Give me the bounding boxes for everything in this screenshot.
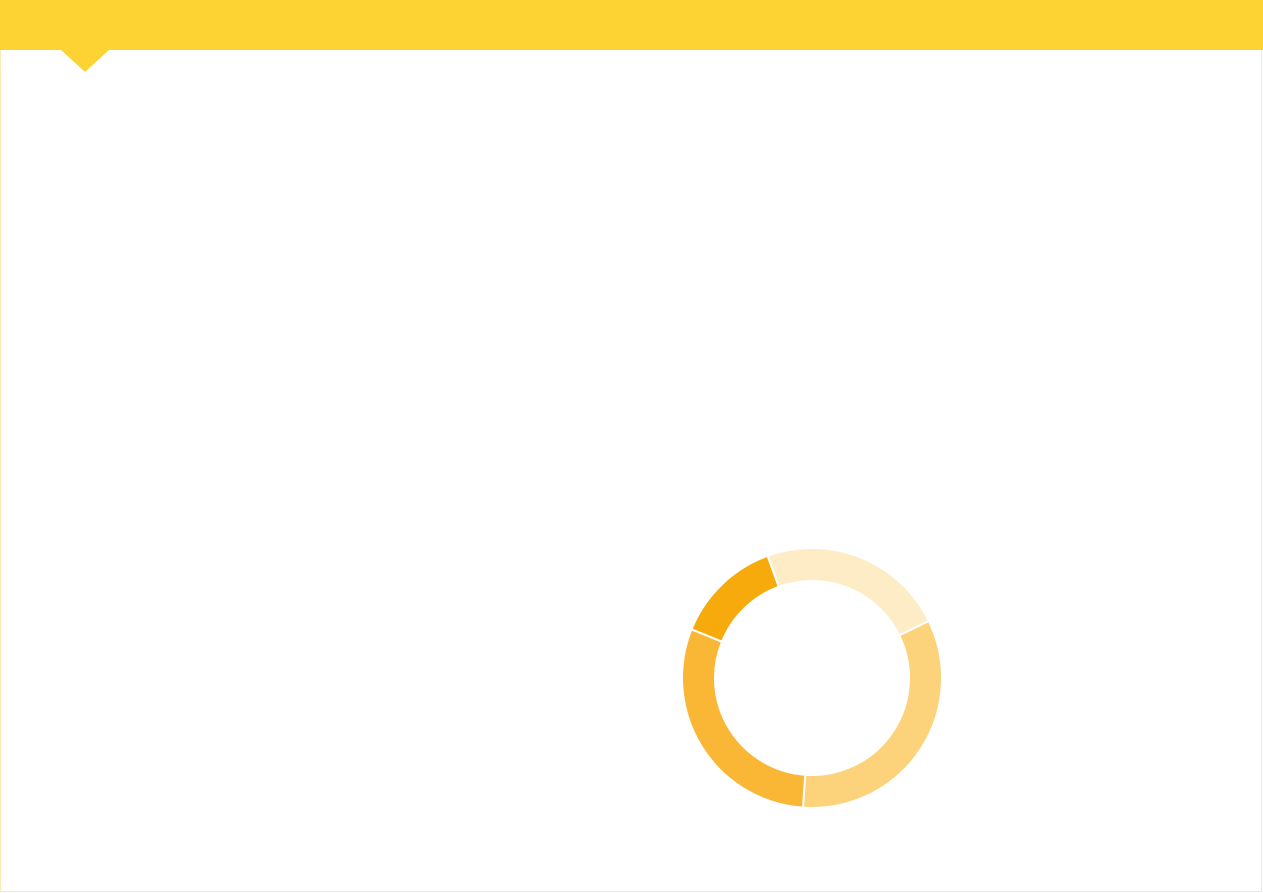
donut-chart-svg [681,547,943,809]
frame-border [0,50,1262,892]
banner-pointer [61,50,109,72]
donut-slice-2 [801,619,943,809]
donut-slice-4 [690,554,781,643]
donut-chart [672,538,952,818]
donut-slices [681,547,943,809]
donut-slice-1 [766,547,931,637]
top-banner [0,0,1263,50]
donut-slice-3 [681,627,807,809]
